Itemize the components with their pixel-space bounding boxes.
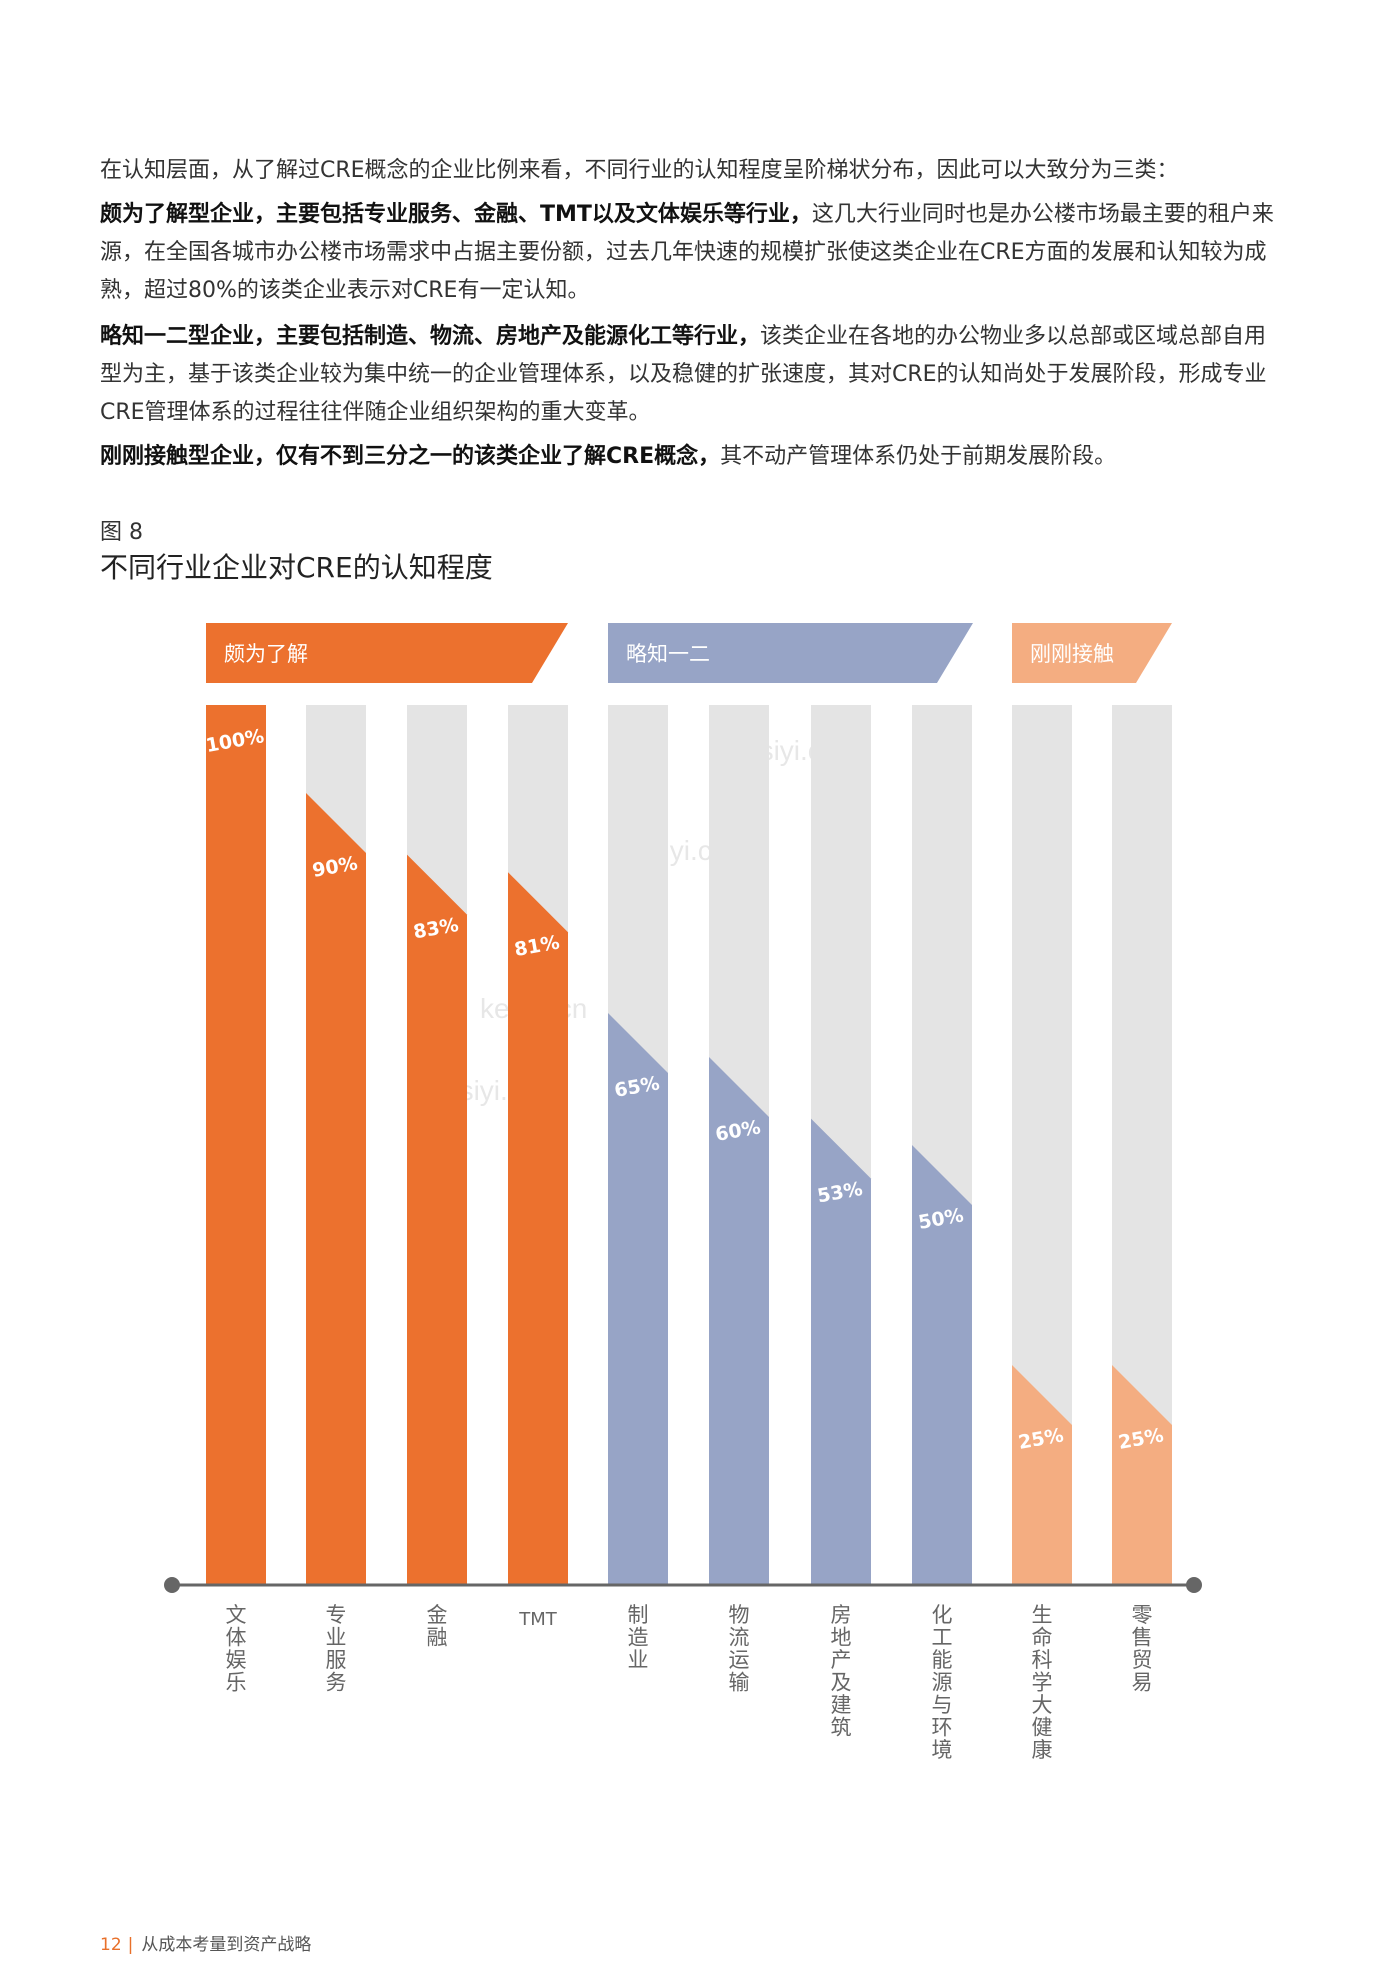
- value-bar: [608, 1013, 668, 1585]
- group-banner-label: 略知一二: [626, 642, 710, 666]
- value-bar: [206, 705, 266, 1585]
- category-paragraph-somewhat: 略知一二型企业，主要包括制造、物流、房地产及能源化工等行业，该类企业在各地的办公…: [100, 324, 1267, 425]
- category-label: 文体娱乐: [226, 1603, 247, 1695]
- category-paragraph-new: 刚刚接触型企业，仅有不到三分之一的该类企业了解CRE概念，其不动产管理体系仍处于…: [100, 444, 1117, 469]
- category-label: 专业服务: [326, 1603, 347, 1695]
- axis-end-dot: [164, 1577, 180, 1593]
- value-bar: [912, 1145, 972, 1585]
- value-bar: [407, 854, 467, 1585]
- category-label: 金融: [427, 1603, 448, 1650]
- value-bar: [306, 793, 366, 1585]
- page-number: 12: [100, 1935, 122, 1955]
- value-bar: [508, 872, 568, 1585]
- category-heading-familiar: 颇为了解型企业，主要包括专业服务、金融、TMT以及文体娱乐等行业，: [100, 202, 812, 227]
- figure-title: 不同行业企业对CRE的认知程度: [100, 551, 493, 584]
- value-bar: [709, 1057, 769, 1585]
- intro-paragraph: 在认知层面，从了解过CRE概念的企业比例来看，不同行业的认知程度呈阶梯状分布，因…: [100, 158, 1179, 183]
- figure-label: 图 8: [100, 520, 143, 545]
- category-paragraph-familiar: 颇为了解型企业，主要包括专业服务、金融、TMT以及文体娱乐等行业，这几大行业同时…: [100, 202, 1274, 303]
- category-label: 零售贸易: [1132, 1603, 1153, 1695]
- axis-end-dot: [1186, 1577, 1202, 1593]
- category-label: TMT: [518, 1609, 558, 1630]
- category-label: 化工能源与环境: [932, 1603, 953, 1762]
- group-banner: [608, 623, 973, 683]
- footer-title: 从成本考量到资产战略: [141, 1935, 312, 1955]
- value-bar: [1012, 1365, 1072, 1585]
- footer-separator: |: [127, 1935, 134, 1955]
- value-bar: [811, 1118, 871, 1585]
- group-banner: [206, 623, 568, 683]
- group-banner-label: 颇为了解: [224, 642, 308, 666]
- category-label: 制造业: [628, 1603, 649, 1672]
- category-heading-somewhat: 略知一二型企业，主要包括制造、物流、房地产及能源化工等行业，: [100, 324, 761, 349]
- category-label: 生命科学大健康: [1032, 1603, 1053, 1762]
- value-bar: [1112, 1365, 1172, 1585]
- group-banner: [1012, 623, 1172, 683]
- category-heading-new: 刚刚接触型企业，仅有不到三分之一的该类企业了解CRE概念，: [100, 444, 721, 469]
- page-footer: 12 | 从成本考量到资产战略: [100, 1930, 311, 1955]
- group-banner-label: 刚刚接触: [1030, 642, 1114, 666]
- category-label: 房地产及建筑: [831, 1603, 852, 1740]
- category-label: 物流运输: [729, 1603, 750, 1695]
